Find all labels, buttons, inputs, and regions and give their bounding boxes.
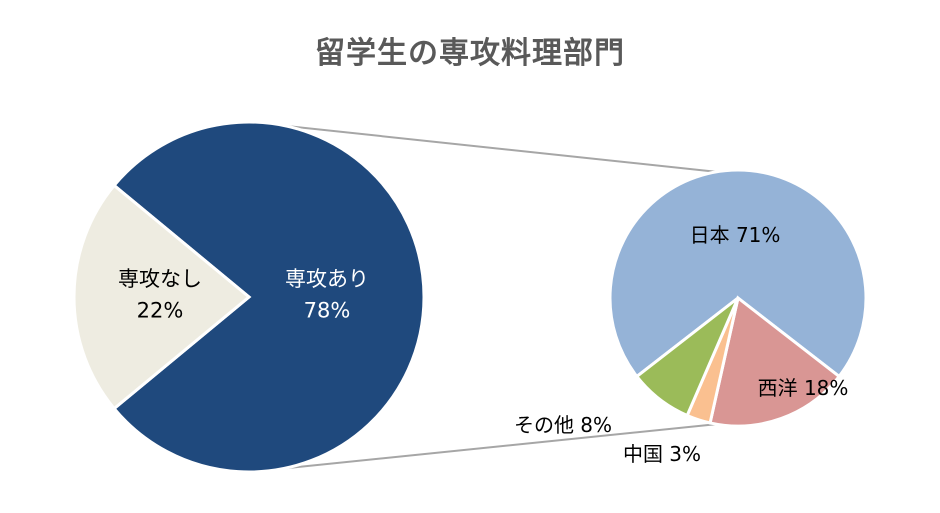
detail-slice-label-0: 日本 71%: [690, 223, 781, 247]
data-labels: 専攻あり 78% 専攻なし 22% 日本 71% 西洋 18% 中国 3% その他 8%: [118, 223, 848, 466]
main-slice-label-major: 専攻あり 78%: [285, 267, 369, 323]
main-slice-minor: [72, 183, 252, 411]
connector-lines: [248, 121, 719, 473]
connector-top: [248, 121, 719, 173]
main-slice-major: [112, 120, 426, 474]
detail-slice-label-1: 西洋 18%: [758, 376, 849, 400]
connector-bottom: [248, 423, 719, 473]
detail-slice-label-2: 中国 3%: [623, 442, 701, 466]
detail-slice-3: [634, 296, 740, 418]
detail-slice-label-3: その他 8%: [514, 413, 612, 437]
chart-title: 留学生の専攻料理部門: [315, 36, 625, 71]
main-slice-label-minor: 専攻なし 22%: [118, 267, 202, 323]
main-pie: [72, 120, 426, 474]
detail-slice-1: [708, 295, 842, 428]
detail-pie: [608, 168, 868, 428]
detail-slice-0: [608, 168, 868, 379]
